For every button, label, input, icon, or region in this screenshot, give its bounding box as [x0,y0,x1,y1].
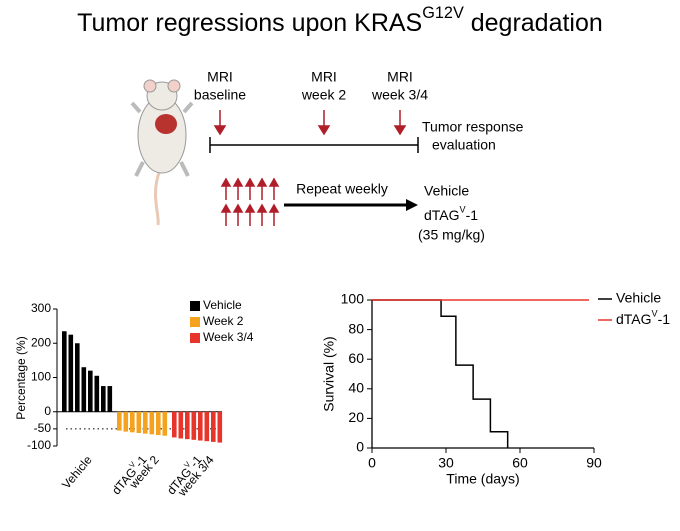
legend-label-part: -1 [658,311,671,327]
bar [198,411,203,441]
dose-arrow-head [256,203,268,213]
y-tick-label: 100 [31,370,51,384]
bar [117,411,122,431]
y-axis-label: Percentage (%) [14,336,28,419]
y-tick-label: -100 [27,438,51,452]
repeat-arrow [284,199,418,211]
legend-label: Vehicle [203,298,242,312]
legend-label-part: V [652,309,659,319]
bar [107,386,113,412]
x-axis-label: Time (days) [446,471,519,487]
group-label: Vehicle [59,453,95,492]
dose-arrow-head [244,203,256,213]
survival-line [372,299,509,448]
dose-arrows [220,177,280,226]
dose-arrow-head [268,203,280,213]
arm-label-part: dTAG [424,207,460,223]
mri-label: MRI [207,69,233,85]
dose-arrow-head [232,177,244,187]
bar [178,411,184,439]
bar [191,411,197,440]
bar [162,411,168,436]
bar [75,343,80,412]
mri-label: MRI [387,69,413,85]
legend-label: Week 2 [203,314,244,328]
legend-label: dTAGV-1 [616,309,670,327]
legend-label-part: dTAG [616,311,652,327]
y-tick-label: 300 [31,301,51,315]
arm-label-part: V [460,205,467,215]
bar [172,411,177,438]
y-tick-label: 100 [341,291,365,307]
arm-label: dTAGV-1 [424,205,478,223]
bar [81,367,87,412]
bar [156,411,161,436]
mri-arrows [213,110,407,136]
bar [185,411,190,440]
y-tick-label: 20 [348,409,364,425]
mri-label: baseline [194,87,246,103]
mri-label: week 3/4 [371,87,428,103]
y-tick-label: 0 [44,404,51,418]
x-tick-label: 90 [586,455,602,471]
mri-label: MRI [311,69,337,85]
y-tick-label: 60 [348,350,364,366]
y-axis-label: Survival (%) [321,336,337,411]
dose-arrow-head [244,177,256,187]
legend-label: Week 3/4 [203,330,254,344]
repeat-label: Repeat weekly [296,181,388,197]
bar [62,331,67,412]
legend-label: Vehicle [616,290,661,306]
bar [143,411,148,434]
group-label-part: V [127,459,138,469]
bar [211,411,216,442]
y-tick-label: 0 [356,439,364,455]
group-label-part: V [182,459,193,469]
x-tick-label: 60 [512,455,528,471]
title-part: Tumor regressions upon KRAS [77,9,422,37]
bar [217,411,223,443]
legend-swatch [190,333,200,343]
evaluation-label: Tumor response [422,119,524,135]
bar [123,411,129,432]
arm-label-part: -1 [466,207,479,223]
legend-swatch [190,317,200,327]
arm-label: Vehicle [424,183,469,199]
y-tick-label: -50 [34,421,52,435]
x-tick-label: 30 [438,455,454,471]
dose-arrow-head [220,203,232,213]
bar [136,411,142,433]
legend-swatch [190,301,200,311]
y-tick-label: 40 [348,380,364,396]
x-tick-label: 0 [368,455,376,471]
mouse-illustration [130,79,194,226]
dose-arrow-head [232,203,244,213]
dose-arrow-head [256,177,268,187]
dose-arrow-head [220,177,232,187]
y-tick-label: 80 [348,320,364,336]
title: Tumor regressions upon KRASG12V degradat… [77,4,603,36]
dose-arrow-head [268,177,280,187]
bar [130,411,135,433]
y-tick-label: 200 [31,335,51,349]
timeline [209,137,419,153]
bar [101,386,106,412]
bar [149,411,155,435]
bar [88,370,93,412]
bar [68,334,74,412]
evaluation-label: evaluation [432,137,496,153]
arm-label: (35 mg/kg) [418,227,485,243]
title-part: degradation [464,9,603,37]
mri-label: week 2 [301,87,347,103]
bar [94,375,100,412]
title-part: G12V [422,4,464,22]
bar [204,411,210,442]
